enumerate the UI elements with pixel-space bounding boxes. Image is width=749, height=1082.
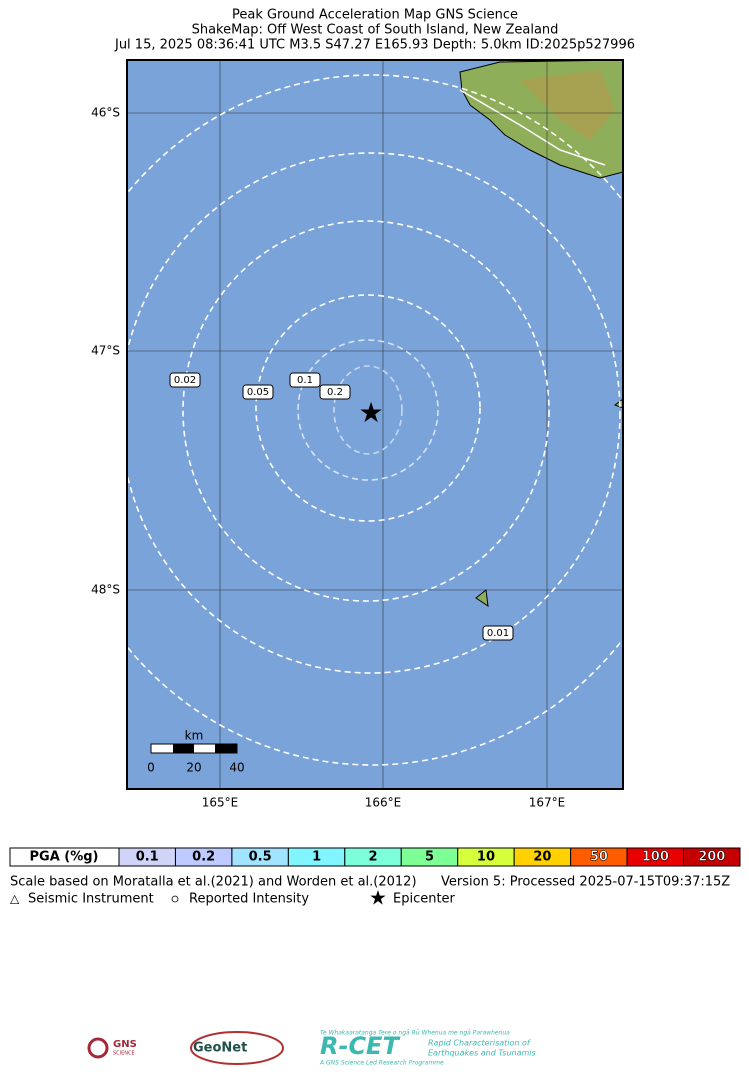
geonet-ring	[190, 1031, 284, 1065]
ellipse	[333, 365, 403, 455]
legend-label: 200	[698, 850, 725, 865]
contours	[127, 74, 623, 766]
legend-label: 5	[425, 850, 434, 865]
symbol-icon: △	[10, 892, 20, 906]
legend: PGA (%g) 0.1 0.2 0.5 1 2 5 10 20 50 100 200	[9, 847, 741, 867]
rcet-desc: Rapid Characterisation of	[428, 1039, 531, 1048]
contour-label: 0.2	[327, 387, 343, 398]
legend-label: 20	[533, 850, 551, 865]
title: Jul 15, 2025 08:36:41 UTC M3.5 S47.27 E1…	[114, 38, 635, 53]
scale-seg	[173, 744, 194, 753]
lon-label: 165°E	[202, 796, 239, 810]
legend-label: 0.5	[249, 850, 272, 865]
lon-label: 167°E	[529, 796, 566, 810]
contour-label: 0.01	[487, 628, 509, 639]
scale-tick: 20	[186, 761, 201, 775]
epicenter: ★	[358, 396, 383, 429]
rcet-logo: R-CET	[320, 1032, 400, 1060]
ellipse	[255, 294, 481, 522]
contour-label: 0.02	[174, 375, 196, 386]
legend-label: 50	[590, 850, 608, 865]
contour-label: 0.1	[297, 375, 313, 386]
legend-cell	[683, 847, 741, 867]
logos: GNS SCIENCE GeoNet Te Whakaaratanga Tere…	[87, 1030, 536, 1067]
legend-label: 0.1	[136, 850, 159, 865]
lat-label: 48°S	[91, 583, 120, 597]
legend-label: 100	[642, 850, 669, 865]
symbol-icon: ★	[369, 886, 387, 910]
rcet-tag: A GNS Science Led Research Programme	[319, 1060, 444, 1067]
rcet-tag: Te Whakaaratanga Tere o ngā Rū Whenua me…	[320, 1030, 510, 1037]
title: ShakeMap: Off West Coast of South Island…	[192, 23, 559, 38]
contour-label: 0.05	[247, 387, 269, 398]
island	[475, 589, 489, 608]
map-area	[127, 60, 623, 789]
gns-mark	[87, 1037, 109, 1059]
legend-title: PGA (%g)	[30, 850, 99, 865]
lat-label: 47°S	[91, 344, 120, 358]
fault	[459, 89, 606, 166]
gns-logo: SCIENCE	[113, 1051, 135, 1057]
legend-label: 0.2	[192, 850, 215, 865]
ellipse	[297, 339, 439, 481]
contour-label-box	[242, 384, 274, 400]
contour-label-box	[319, 384, 351, 400]
geonet-logo: GeoNet	[193, 1041, 247, 1056]
version-note: Version 5: Processed 2025-07-15T09:37:15…	[441, 875, 730, 890]
mountains	[520, 70, 615, 140]
ellipse	[182, 220, 550, 602]
contour-label-box	[482, 625, 514, 641]
gns-logo: GNS	[113, 1039, 137, 1050]
lon-label: 166°E	[365, 796, 402, 810]
legend-label: 2	[369, 850, 378, 865]
symbol-icon	[171, 895, 179, 903]
scale-tick: 40	[229, 761, 244, 775]
legend-label: 10	[477, 850, 495, 865]
symbol-label: Reported Intensity	[189, 892, 309, 907]
rcet-desc: Earthquakes and Tsunamis	[428, 1049, 536, 1058]
contour-label-box	[289, 372, 321, 388]
title: Peak Ground Acceleration Map GNS Science	[232, 8, 518, 23]
scale-note: Scale based on Moratalla et al.(2021) an…	[10, 875, 417, 890]
sea	[127, 60, 623, 789]
contour-labels: 0.02 0.05 0.1 0.2 0.01	[169, 372, 514, 641]
scale-tick: 0	[147, 761, 155, 775]
map-frame	[126, 59, 624, 790]
contour-label-box	[169, 372, 201, 388]
symbol-label: Epicenter	[393, 892, 456, 907]
symbol-label: Seismic Instrument	[28, 892, 154, 907]
legend-label: 1	[312, 850, 321, 865]
scale-unit: km	[185, 729, 204, 743]
scale-seg	[215, 744, 237, 753]
ellipse	[127, 152, 621, 674]
scale-bar: km 0 20 40	[147, 729, 244, 775]
lat-label: 46°S	[91, 106, 120, 120]
